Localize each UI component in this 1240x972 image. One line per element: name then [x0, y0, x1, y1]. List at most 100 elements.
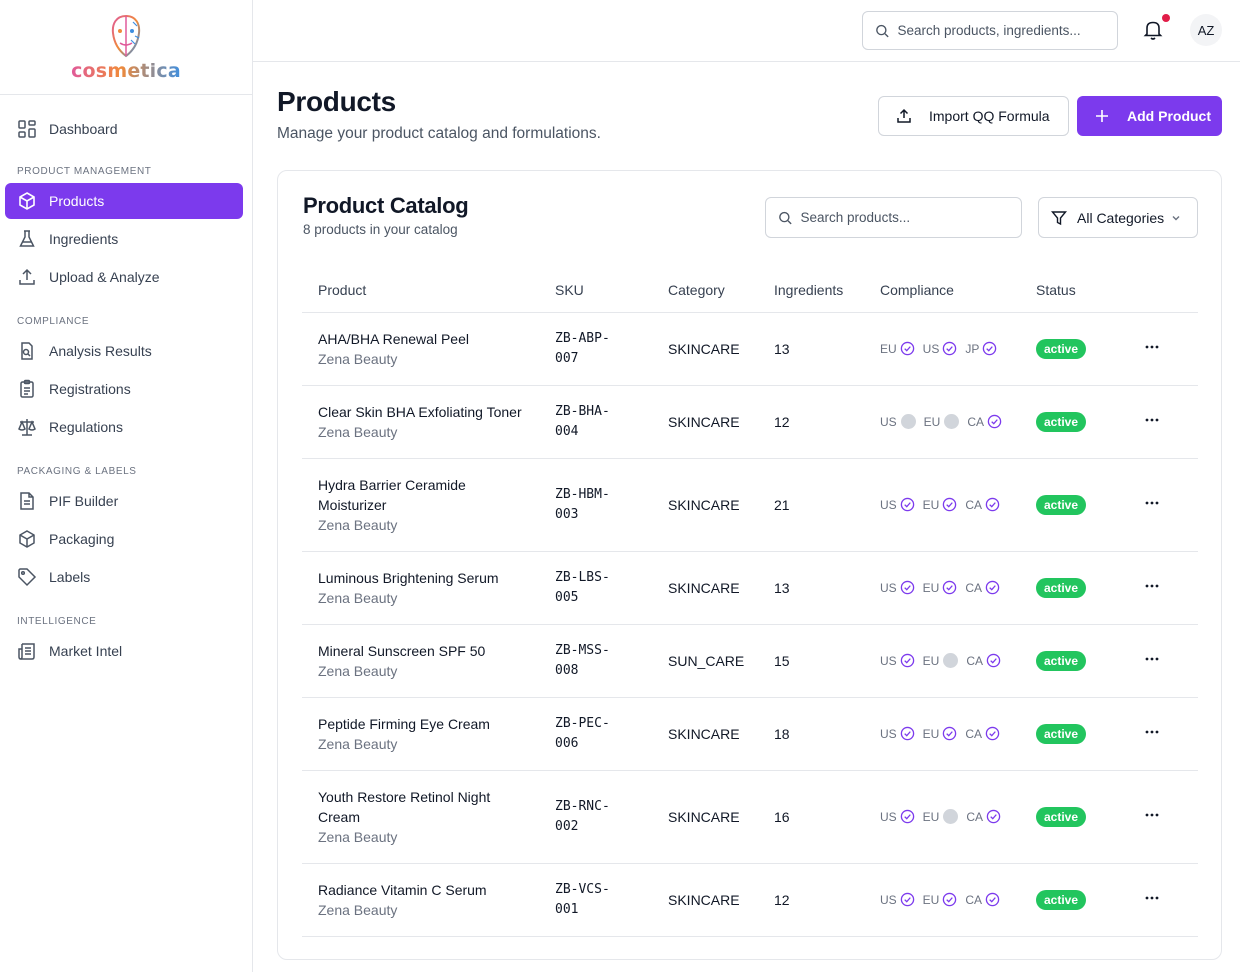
- sidebar-item-label: Products: [49, 193, 105, 209]
- table-row[interactable]: Youth Restore Retinol Night Cream Zena B…: [302, 770, 1198, 864]
- more-horizontal-icon[interactable]: [1144, 807, 1160, 823]
- table-row[interactable]: AHA/BHA Renewal Peel Zena Beauty ZB-ABP-…: [302, 312, 1198, 386]
- sidebar-item-ingredients[interactable]: Ingredients: [5, 221, 243, 257]
- sidebar-item-analysis-results[interactable]: Analysis Results: [5, 333, 243, 369]
- sku-cell: ZB-LBS- 005: [555, 551, 668, 625]
- table-row[interactable]: Mineral Sunscreen SPF 50 Zena Beauty ZB-…: [302, 624, 1198, 698]
- sidebar-item-registrations[interactable]: Registrations: [5, 371, 243, 407]
- compliance-marker: US: [923, 341, 958, 356]
- category-filter-label: All Categories: [1077, 209, 1165, 226]
- product-brand: Zena Beauty: [318, 516, 398, 533]
- table-row[interactable]: Luminous Brightening Serum Zena Beauty Z…: [302, 551, 1198, 625]
- more-horizontal-icon[interactable]: [1144, 890, 1160, 906]
- column-header-product[interactable]: Product: [302, 268, 555, 313]
- box-icon: [19, 530, 35, 548]
- compliance-marker: EU: [880, 341, 915, 356]
- sidebar: cosmetica Dashboard PRODUCT MANAGEMENT P…: [0, 0, 253, 972]
- page-title: Products: [277, 86, 396, 117]
- user-avatar[interactable]: AZ: [1190, 14, 1222, 46]
- catalog-count: 8 products in your catalog: [303, 222, 458, 237]
- filter-icon: [1051, 210, 1067, 225]
- ingredients-count: 12: [774, 385, 880, 459]
- actions-cell: [1136, 770, 1198, 864]
- compliance-market-label: EU: [880, 341, 897, 356]
- category-filter[interactable]: All Categories: [1038, 197, 1198, 238]
- actions-cell: [1136, 551, 1198, 625]
- check-circle-icon: [943, 497, 957, 512]
- column-header-status[interactable]: Status: [1036, 268, 1136, 313]
- status-badge: active: [1036, 723, 1087, 744]
- sku-line2: 006: [555, 735, 579, 751]
- compliance-market-label: US: [880, 653, 897, 668]
- actions-cell: [1136, 697, 1198, 771]
- product-name[interactable]: Peptide Firming Eye Cream: [318, 715, 490, 732]
- sidebar-item-packaging[interactable]: Packaging: [5, 521, 243, 557]
- actions-cell: [1136, 385, 1198, 459]
- product-name[interactable]: Radiance Vitamin C Serum: [318, 881, 487, 898]
- brand-logo[interactable]: cosmetica: [0, 0, 252, 95]
- check-circle-icon: [900, 580, 914, 595]
- column-header-compliance[interactable]: Compliance: [880, 268, 1036, 313]
- more-horizontal-icon[interactable]: [1144, 339, 1160, 355]
- sidebar-item-market-intel[interactable]: Market Intel: [5, 633, 243, 669]
- more-horizontal-icon[interactable]: [1144, 412, 1160, 428]
- catalog-search[interactable]: [765, 197, 1022, 238]
- check-circle-icon: [943, 892, 957, 907]
- more-horizontal-icon[interactable]: [1144, 578, 1160, 594]
- sidebar-item-pif-builder[interactable]: PIF Builder: [5, 483, 243, 519]
- product-name[interactable]: Clear Skin BHA Exfoliating Toner: [318, 403, 522, 420]
- column-header-ingredients[interactable]: Ingredients: [774, 268, 880, 313]
- sidebar-item-label: Packaging: [49, 531, 115, 547]
- product-name[interactable]: AHA/BHA Renewal Peel: [318, 330, 469, 347]
- product-name[interactable]: Youth Restore Retinol Night: [318, 788, 491, 805]
- product-name[interactable]: Luminous Brightening Serum: [318, 569, 499, 586]
- compliance-cell: US EU CA: [880, 770, 1036, 864]
- status-cell: active: [1036, 385, 1136, 459]
- column-header-category[interactable]: Category: [668, 268, 774, 313]
- category-cell: SUN_CARE: [668, 624, 774, 698]
- table-row[interactable]: Peptide Firming Eye Cream Zena Beauty ZB…: [302, 697, 1198, 771]
- sidebar-item-regulations[interactable]: Regulations: [5, 409, 243, 445]
- sidebar-item-labels[interactable]: Labels: [5, 559, 243, 595]
- table-row[interactable]: Clear Skin BHA Exfoliating Toner Zena Be…: [302, 385, 1198, 459]
- table-row[interactable]: Radiance Vitamin C Serum Zena Beauty ZB-…: [302, 863, 1198, 937]
- compliance-market-label: CA: [965, 726, 983, 741]
- sidebar-item-upload-analyze[interactable]: Upload & Analyze: [5, 259, 243, 295]
- more-horizontal-icon[interactable]: [1144, 495, 1160, 511]
- check-circle-icon: [985, 580, 1000, 595]
- compliance-market-label: JP: [965, 341, 980, 356]
- bell-icon[interactable]: [1143, 19, 1163, 41]
- status-cell: active: [1036, 863, 1136, 937]
- check-circle-icon: [943, 726, 957, 741]
- sku-cell: ZB-RNC- 002: [555, 770, 668, 864]
- status-cell: active: [1036, 312, 1136, 386]
- sku-line2: 005: [555, 589, 579, 605]
- compliance-marker: EU: [923, 653, 959, 668]
- product-name[interactable]: Hydra Barrier Ceramide: [318, 476, 466, 493]
- table-row[interactable]: Hydra Barrier Ceramide Moisturizer Zena …: [302, 458, 1198, 552]
- check-circle-icon: [900, 809, 914, 824]
- product-name-line2[interactable]: Cream: [318, 808, 361, 825]
- import-formula-button[interactable]: Import QQ Formula: [878, 96, 1069, 136]
- global-search[interactable]: [862, 11, 1118, 50]
- add-product-label: Add Product: [1127, 108, 1211, 124]
- compliance-cell: US EU CA: [880, 863, 1036, 937]
- product-cell: Radiance Vitamin C Serum Zena Beauty: [302, 863, 555, 937]
- sidebar-item-dashboard[interactable]: Dashboard: [5, 111, 243, 147]
- more-horizontal-icon[interactable]: [1144, 724, 1160, 740]
- search-icon: [876, 24, 889, 37]
- product-name[interactable]: Mineral Sunscreen SPF 50: [318, 642, 486, 659]
- global-search-input[interactable]: [897, 23, 1117, 38]
- sku-line1: ZB-PEC-: [555, 715, 610, 731]
- status-badge: active: [1036, 577, 1087, 598]
- add-product-button[interactable]: Add Product: [1077, 96, 1222, 136]
- product-cell: Hydra Barrier Ceramide Moisturizer Zena …: [302, 458, 555, 552]
- catalog-search-input[interactable]: [800, 210, 1021, 225]
- compliance-markers: US EU CA: [880, 497, 1036, 512]
- compliance-cell: EU US JP: [880, 312, 1036, 386]
- compliance-market-label: US: [922, 341, 940, 356]
- more-horizontal-icon[interactable]: [1144, 651, 1160, 667]
- sidebar-item-products[interactable]: Products: [5, 183, 243, 219]
- column-header-sku[interactable]: SKU: [555, 268, 668, 313]
- product-name-line2[interactable]: Moisturizer: [318, 496, 387, 513]
